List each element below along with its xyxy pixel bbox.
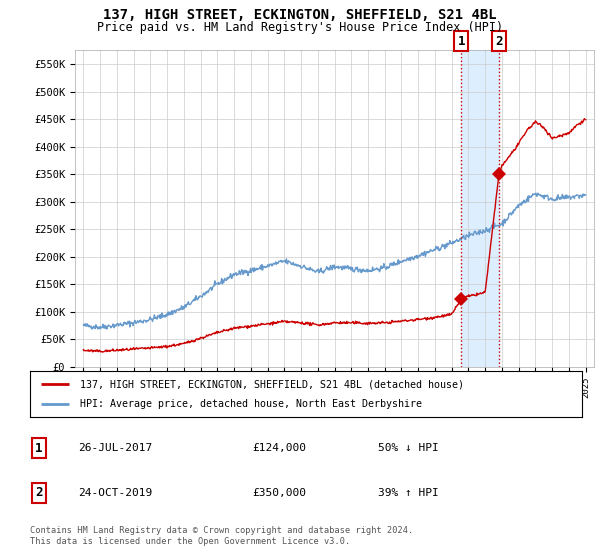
Text: 26-JUL-2017: 26-JUL-2017: [78, 443, 152, 453]
Text: 1: 1: [35, 441, 43, 455]
Text: 137, HIGH STREET, ECKINGTON, SHEFFIELD, S21 4BL: 137, HIGH STREET, ECKINGTON, SHEFFIELD, …: [103, 8, 497, 22]
Text: 2: 2: [35, 486, 43, 500]
Bar: [461, 50, 499, 367]
Text: Contains HM Land Registry data © Crown copyright and database right 2024.
This d: Contains HM Land Registry data © Crown c…: [30, 526, 413, 546]
Text: 1: 1: [457, 35, 465, 48]
Text: £124,000: £124,000: [252, 443, 306, 453]
Text: 2: 2: [495, 35, 503, 48]
Text: Price paid vs. HM Land Registry's House Price Index (HPI): Price paid vs. HM Land Registry's House …: [97, 21, 503, 34]
Text: 137, HIGH STREET, ECKINGTON, SHEFFIELD, S21 4BL (detached house): 137, HIGH STREET, ECKINGTON, SHEFFIELD, …: [80, 379, 464, 389]
Text: 50% ↓ HPI: 50% ↓ HPI: [378, 443, 439, 453]
Text: 39% ↑ HPI: 39% ↑ HPI: [378, 488, 439, 498]
Text: £350,000: £350,000: [252, 488, 306, 498]
Text: 24-OCT-2019: 24-OCT-2019: [78, 488, 152, 498]
Text: HPI: Average price, detached house, North East Derbyshire: HPI: Average price, detached house, Nort…: [80, 399, 422, 409]
